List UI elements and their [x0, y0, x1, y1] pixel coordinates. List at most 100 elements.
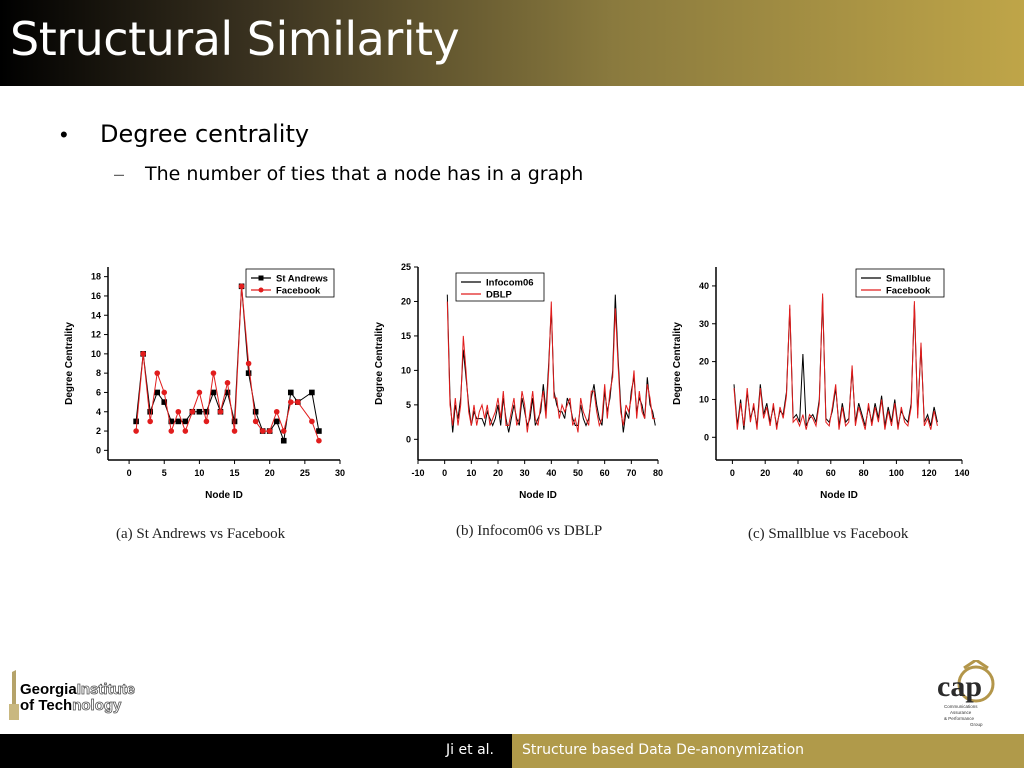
- georgia-tech-logo: GeorgiaInstitute of Technology: [9, 670, 135, 720]
- series-2-point: [203, 418, 210, 425]
- series-1-point: [175, 418, 182, 425]
- legend-label-2: Facebook: [886, 286, 931, 297]
- series-2-point: [295, 399, 301, 405]
- footer-talk-title: Structure based Data De-anonymization: [522, 742, 805, 758]
- series-1-point: [273, 418, 280, 425]
- series-1-point: [133, 418, 139, 425]
- series-1-point: [252, 408, 259, 415]
- series-2-point: [133, 428, 139, 434]
- y-axis-label: Degree Centrality: [64, 322, 75, 405]
- title-bar: Structural Similarity: [0, 0, 1024, 86]
- y-tick-label: 0: [406, 434, 411, 444]
- series-2-point: [217, 408, 224, 415]
- series-1-point: [316, 428, 322, 434]
- series-2-point: [231, 428, 238, 434]
- series-1-point: [182, 418, 189, 425]
- svg-text:GeorgiaInstitute: GeorgiaInstitute: [20, 681, 135, 698]
- svg-text:& Performance: & Performance: [944, 716, 975, 721]
- bullet-degree-centrality: Degree centrality: [100, 120, 310, 148]
- x-tick-label: 15: [230, 468, 240, 478]
- legend-label-1: St Andrews: [276, 274, 328, 285]
- series-line-1: [135, 286, 320, 441]
- sub-bullet-definition: The number of ties that a node has in a …: [145, 163, 584, 185]
- series-1-point: [154, 389, 161, 396]
- footer-gold-panel: Structure based Data De-anonymization: [512, 734, 1024, 768]
- series-line-1: [733, 297, 938, 430]
- series-1-point: [287, 389, 294, 396]
- legend-label-1: Smallblue: [886, 274, 931, 285]
- y-tick-label: 14: [91, 310, 101, 320]
- y-tick-label: 4: [96, 407, 101, 417]
- y-tick-label: 6: [96, 387, 101, 397]
- slide-title: Structural Similarity: [10, 12, 460, 66]
- legend-marker-1: [258, 275, 264, 281]
- series-1-point: [168, 418, 175, 425]
- series-2-point: [245, 360, 252, 367]
- series-2-point: [252, 418, 259, 425]
- x-axis-label: Node ID: [519, 490, 557, 501]
- caption-a: (a) St Andrews vs Facebook: [116, 526, 286, 542]
- series-2-point: [238, 283, 245, 290]
- legend-label-1: Infocom06: [486, 278, 534, 289]
- y-tick-label: 30: [699, 319, 709, 329]
- series-2-point: [266, 428, 273, 434]
- x-axis-label: Node ID: [205, 490, 243, 501]
- series-2-point: [161, 389, 168, 396]
- legend-marker-2: [258, 287, 264, 293]
- y-tick-label: 10: [401, 365, 411, 375]
- y-tick-label: 40: [699, 281, 709, 291]
- x-tick-label: 80: [859, 468, 869, 478]
- caption-b: (b) Infocom06 vs DBLP: [456, 523, 603, 539]
- x-tick-label: -10: [411, 468, 424, 478]
- y-tick-label: 18: [91, 272, 101, 282]
- x-tick-label: 40: [793, 468, 803, 478]
- x-tick-label: 20: [760, 468, 770, 478]
- series-2-point: [189, 408, 196, 415]
- series-2-point: [182, 428, 189, 434]
- legend-label-2: Facebook: [276, 286, 321, 297]
- x-tick-label: 5: [162, 468, 167, 478]
- x-tick-label: 60: [826, 468, 836, 478]
- x-tick-label: 60: [600, 468, 610, 478]
- x-tick-label: 20: [493, 468, 503, 478]
- series-2-point: [316, 437, 322, 444]
- x-tick-label: 40: [546, 468, 556, 478]
- y-tick-label: 0: [96, 445, 101, 455]
- series-2-point: [175, 408, 182, 415]
- y-tick-label: 25: [401, 262, 411, 272]
- series-1-point: [280, 437, 287, 444]
- series-2-point: [168, 428, 175, 434]
- chart-st-andrews-vs-facebook: 0 5 10 15 20 25 30 0 2 4 6 8 10 12 14 16 18 Node ID Degree…: [64, 267, 345, 501]
- y-tick-label: 8: [96, 368, 101, 378]
- x-tick-label: 0: [442, 468, 447, 478]
- chart-infocom06-vs-dblp: -10 0 10 20 30 40 50 60 70 80 0 5 10 15 20 25 Node ID Deg…: [374, 262, 663, 501]
- y-tick-label: 20: [401, 296, 411, 306]
- series-2-point: [287, 399, 294, 405]
- series-2-point: [259, 428, 266, 434]
- series-1-point: [161, 399, 168, 405]
- x-tick-label: 30: [520, 468, 530, 478]
- y-tick-label: 2: [96, 426, 101, 436]
- y-tick-label: 15: [401, 331, 411, 341]
- svg-text:Group: Group: [970, 722, 983, 727]
- chart-smallblue-vs-facebook: 0 20 40 60 80 100 120 140 0 10 20 30 40 Node ID Degree…: [672, 267, 970, 501]
- y-tick-label: 16: [91, 291, 101, 301]
- x-tick-label: 20: [265, 468, 275, 478]
- series-1-point: [224, 389, 231, 396]
- y-axis-label: Degree Centrality: [672, 322, 683, 405]
- y-tick-label: 5: [406, 400, 411, 410]
- y-tick-label: 0: [704, 432, 709, 442]
- legend-box: [455, 272, 545, 302]
- x-tick-label: 25: [300, 468, 310, 478]
- x-tick-label: 10: [466, 468, 476, 478]
- svg-text:of Technology: of Technology: [20, 697, 122, 714]
- series-2-point: [309, 418, 315, 425]
- x-tick-label: 140: [954, 468, 969, 478]
- x-tick-label: 0: [730, 468, 735, 478]
- series-2-point: [273, 408, 280, 415]
- x-tick-label: 10: [194, 468, 204, 478]
- y-tick-label: 20: [699, 357, 709, 367]
- series-1-point: [210, 389, 217, 396]
- caption-c: (c) Smallblue vs Facebook: [748, 526, 909, 542]
- x-tick-label: 50: [573, 468, 583, 478]
